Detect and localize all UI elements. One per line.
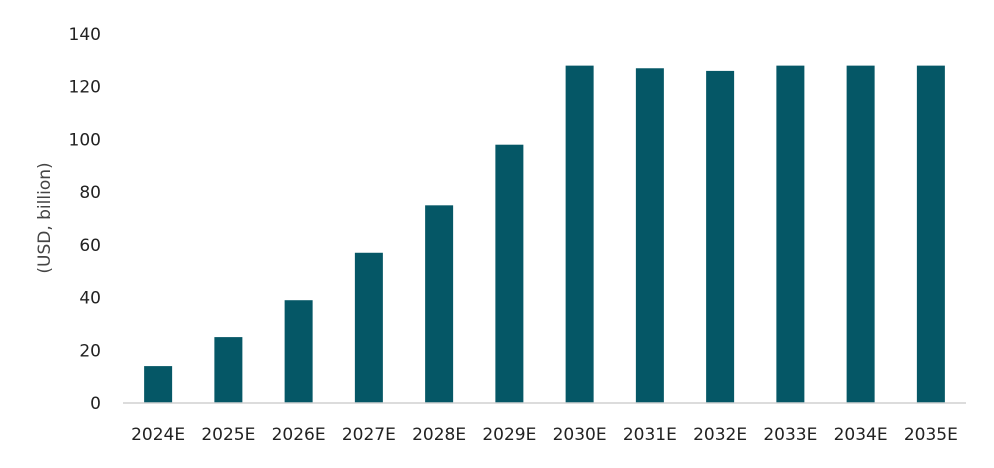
bar — [425, 205, 454, 403]
bar — [214, 337, 243, 403]
y-tick-label: 20 — [79, 341, 101, 361]
x-tick-label: 2025E — [201, 425, 255, 445]
x-axis-ticks: 2024E 2025E 2026E 2027E 2028E 2029E 2030E 2031E… — [131, 425, 958, 445]
bar — [354, 252, 383, 403]
y-axis-label: (USD, billion) — [35, 162, 55, 273]
bar — [495, 144, 524, 403]
y-tick-label: 80 — [79, 183, 101, 203]
bar — [565, 65, 594, 403]
bar — [284, 300, 313, 403]
x-tick-label: 2035E — [904, 425, 958, 445]
bars-group — [144, 65, 945, 404]
bar — [706, 70, 735, 404]
y-tick-label: 120 — [69, 78, 101, 98]
x-tick-label: 2032E — [693, 425, 747, 445]
y-tick-label: 60 — [79, 236, 101, 256]
bar — [846, 65, 875, 403]
x-tick-label: 2029E — [482, 425, 536, 445]
y-tick-label: 0 — [90, 394, 101, 414]
x-tick-label: 2026E — [272, 425, 326, 445]
x-tick-label: 2034E — [834, 425, 888, 445]
x-tick-label: 2031E — [623, 425, 677, 445]
y-tick-label: 140 — [69, 25, 101, 45]
x-tick-label: 2030E — [553, 425, 607, 445]
x-tick-label: 2033E — [763, 425, 817, 445]
x-tick-label: 2027E — [342, 425, 396, 445]
x-tick-label: 2024E — [131, 425, 185, 445]
y-axis-ticks: 0 20 40 60 80 100 120 140 — [69, 25, 101, 414]
x-tick-label: 2028E — [412, 425, 466, 445]
bar — [635, 68, 664, 403]
bar — [144, 366, 173, 403]
bar — [776, 65, 805, 403]
bar — [916, 65, 945, 403]
y-tick-label: 100 — [69, 130, 101, 150]
y-tick-label: 40 — [79, 289, 101, 309]
